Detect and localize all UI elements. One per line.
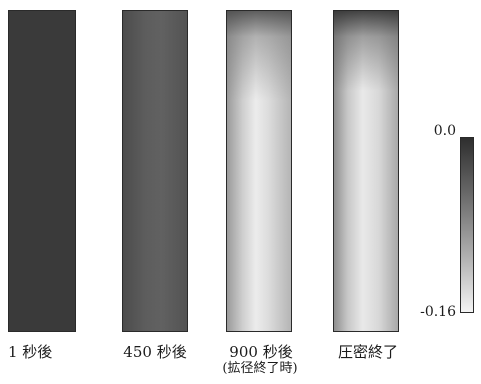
panel-sublabel: (拡径終了時): [222, 361, 298, 376]
contour-strip-consolidation-end: [333, 10, 399, 332]
contour-strip-900-sec: [226, 10, 292, 332]
panel-label: 900 秒後: [229, 343, 293, 361]
panel-label: 1 秒後: [8, 343, 53, 361]
colorbar: [460, 137, 474, 313]
panel-label: 圧密終了: [337, 343, 398, 361]
colorbar-min-label: -0.16: [420, 304, 456, 320]
contour-strip-450-sec: [122, 10, 188, 332]
panel-label: 450 秒後: [123, 343, 187, 361]
contour-strip-1-sec: [8, 10, 76, 332]
colorbar-max-label: 0.0: [433, 123, 456, 139]
